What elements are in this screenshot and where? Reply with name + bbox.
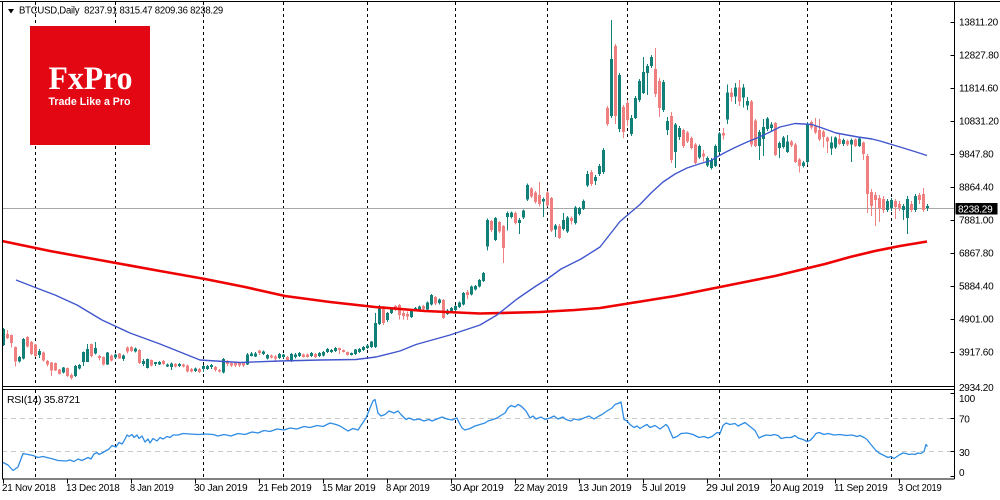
svg-text:0: 0 <box>959 468 965 479</box>
svg-text:30 Apr 2019: 30 Apr 2019 <box>450 483 504 494</box>
svg-text:6867.80: 6867.80 <box>959 249 994 260</box>
svg-text:70: 70 <box>959 415 970 426</box>
svg-text:13811.20: 13811.20 <box>959 18 999 29</box>
svg-text:30: 30 <box>959 448 970 459</box>
svg-text:21 Feb 2019: 21 Feb 2019 <box>258 483 312 494</box>
svg-text:12827.80: 12827.80 <box>959 51 999 62</box>
svg-text:FxPro: FxPro <box>49 61 133 97</box>
svg-text:Trade Like a Pro: Trade Like a Pro <box>49 96 131 108</box>
svg-text:11 Sep 2019: 11 Sep 2019 <box>834 483 888 494</box>
svg-text:100: 100 <box>959 394 976 405</box>
svg-text:8 Apr 2019: 8 Apr 2019 <box>386 483 430 494</box>
svg-text:15 Mar 2019: 15 Mar 2019 <box>322 483 376 494</box>
svg-text:10831.20: 10831.20 <box>959 117 999 128</box>
svg-text:30 Jan 2019: 30 Jan 2019 <box>194 483 248 494</box>
svg-text:7881.00: 7881.00 <box>959 216 994 227</box>
svg-text:5 Jul 2019: 5 Jul 2019 <box>642 483 686 494</box>
svg-text:3 Oct 2019: 3 Oct 2019 <box>898 483 942 494</box>
svg-text:4901.00: 4901.00 <box>959 315 994 326</box>
svg-text:13 Jun 2019: 13 Jun 2019 <box>578 483 632 494</box>
svg-text:8238.29: 8238.29 <box>958 205 993 216</box>
svg-text:29 Jul 2019: 29 Jul 2019 <box>706 483 760 494</box>
svg-text:2934.20: 2934.20 <box>959 383 994 394</box>
svg-text:21 Nov 2018: 21 Nov 2018 <box>2 483 56 494</box>
svg-text:22 May 2019: 22 May 2019 <box>514 483 568 494</box>
svg-text:BTCUSD,Daily 8237.91 8315.47: BTCUSD,Daily 8237.91 8315.47 8209.36 823… <box>19 6 224 17</box>
svg-text:RSI(14) 35.8721: RSI(14) 35.8721 <box>7 395 81 406</box>
svg-text:9847.80: 9847.80 <box>959 150 994 161</box>
svg-text:8864.40: 8864.40 <box>959 183 994 194</box>
svg-text:5884.40: 5884.40 <box>959 282 994 293</box>
svg-text:3917.60: 3917.60 <box>959 348 994 359</box>
svg-text:8 Jan 2019: 8 Jan 2019 <box>130 483 174 494</box>
svg-text:13 Dec 2018: 13 Dec 2018 <box>66 483 120 494</box>
svg-text:20 Aug 2019: 20 Aug 2019 <box>770 483 824 494</box>
svg-text:11814.60: 11814.60 <box>959 84 999 95</box>
